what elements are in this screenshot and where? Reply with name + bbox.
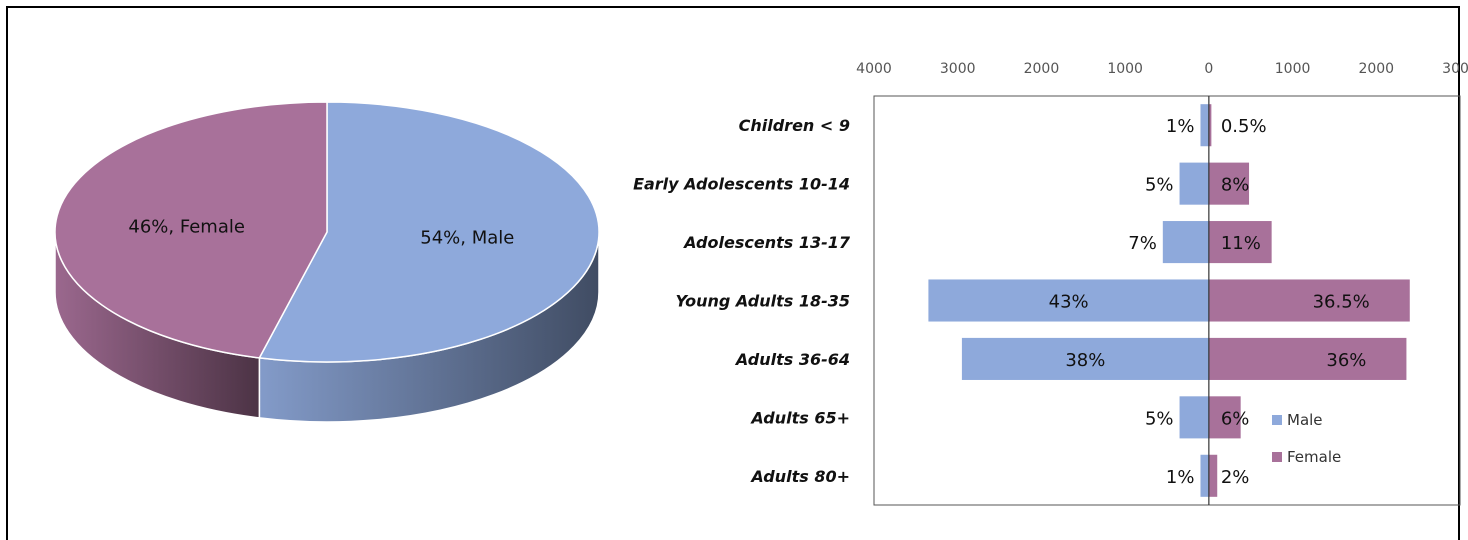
data-label-female: 8% bbox=[1221, 175, 1250, 196]
bar-female bbox=[1208, 279, 1410, 322]
pie-label-male: 54%, Male bbox=[420, 228, 514, 249]
x-tick-label: 4000 bbox=[856, 61, 892, 77]
x-tick-label: 2000 bbox=[1358, 61, 1394, 77]
data-label-female: 36.5% bbox=[1313, 292, 1370, 313]
data-label-female: 36% bbox=[1326, 350, 1366, 371]
x-tick-label: 1000 bbox=[1275, 61, 1311, 77]
category-label: Early Adolescents 10-14 bbox=[633, 175, 850, 194]
legend: Male Female bbox=[1272, 411, 1341, 466]
data-label-male: 1% bbox=[1166, 116, 1195, 137]
data-label-female: 2% bbox=[1221, 467, 1250, 488]
data-label-male: 5% bbox=[1145, 175, 1174, 196]
data-label-male: 7% bbox=[1128, 233, 1157, 254]
bar-male bbox=[961, 337, 1209, 380]
bar-female bbox=[1208, 454, 1218, 497]
data-label-male: 1% bbox=[1166, 467, 1195, 488]
category-label: Adults 36-64 bbox=[734, 350, 850, 369]
data-label-female: 6% bbox=[1221, 408, 1250, 429]
legend-swatch-female bbox=[1272, 452, 1282, 462]
category-label: Children < 9 bbox=[739, 116, 850, 135]
bar-female bbox=[1208, 104, 1212, 147]
x-tick-label: 2000 bbox=[1024, 61, 1060, 77]
bar-female bbox=[1208, 396, 1241, 439]
pie-slice-female bbox=[54, 101, 328, 359]
x-tick-label: 3000 bbox=[1442, 61, 1468, 77]
pie-label-female: 46%, Female bbox=[128, 216, 245, 237]
data-label-female: 0.5% bbox=[1221, 116, 1267, 137]
bar-male bbox=[1200, 104, 1209, 147]
category-label: Adults 65+ bbox=[749, 408, 850, 427]
category-label: Adolescents 13-17 bbox=[682, 233, 851, 252]
bar-male bbox=[1179, 162, 1209, 205]
x-tick-label: 0 bbox=[1204, 61, 1213, 77]
legend-label-female: Female bbox=[1287, 448, 1341, 466]
chart-frame bbox=[6, 6, 1460, 540]
plot-area bbox=[873, 95, 1461, 506]
population-pyramid: 4000 3000 2000 1000 0 1000 2000 3000 Children < … bbox=[633, 61, 1468, 506]
data-label-male: 43% bbox=[1049, 292, 1089, 313]
data-label-female: 11% bbox=[1221, 233, 1261, 254]
category-label: Young Adults 18-35 bbox=[676, 292, 850, 311]
x-tick-label: 3000 bbox=[940, 61, 976, 77]
data-label-male: 5% bbox=[1145, 408, 1174, 429]
data-label-male: 38% bbox=[1065, 350, 1105, 371]
bar-male bbox=[1200, 454, 1209, 497]
x-tick-label: 1000 bbox=[1107, 61, 1143, 77]
pie-chart: 54%, Male 46%, Female bbox=[54, 101, 600, 423]
bar-male bbox=[928, 279, 1209, 322]
bar-female bbox=[1208, 162, 1250, 205]
bar-male bbox=[1162, 221, 1209, 264]
legend-label-male: Male bbox=[1287, 411, 1323, 429]
bar-female bbox=[1208, 221, 1272, 264]
bar-male bbox=[1179, 396, 1209, 439]
category-label: Adults 80+ bbox=[749, 467, 850, 486]
bar-female bbox=[1208, 337, 1407, 380]
legend-swatch-male bbox=[1272, 415, 1282, 425]
pie-slice-male bbox=[258, 101, 600, 363]
